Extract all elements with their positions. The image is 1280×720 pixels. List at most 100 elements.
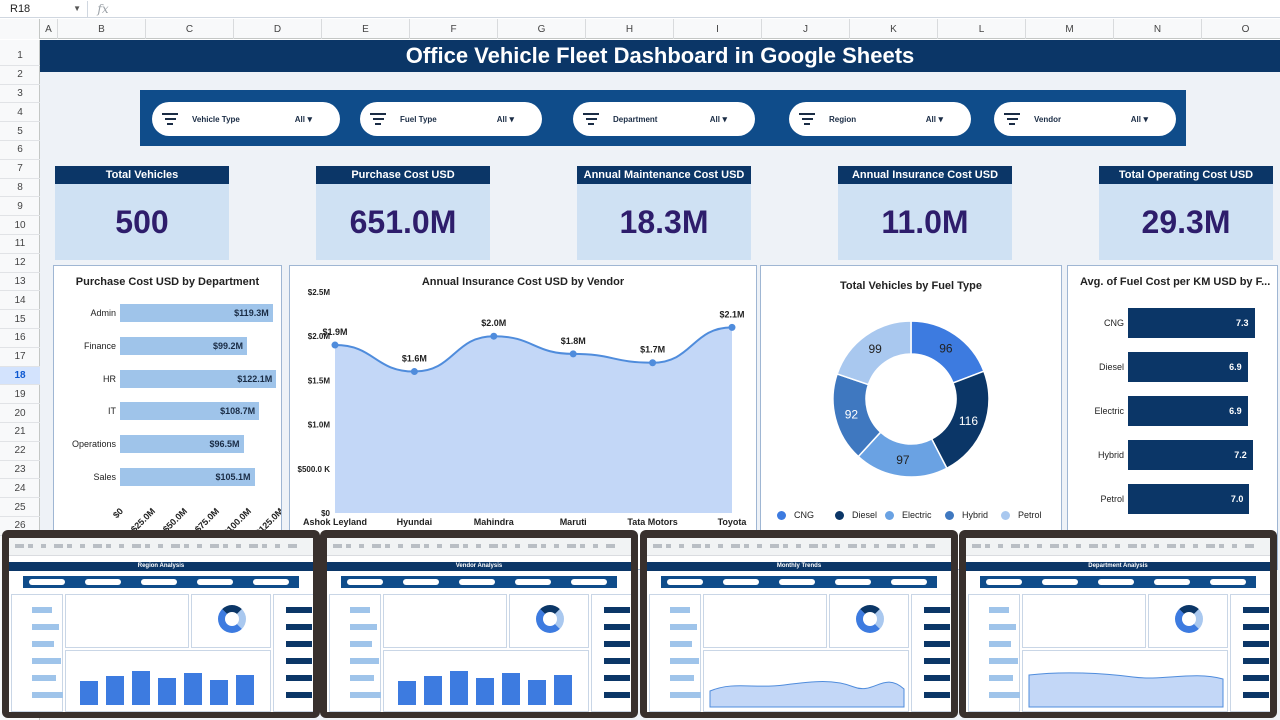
bar-category-label: Diesel	[1098, 362, 1124, 372]
kpi-value: 29.3M	[1141, 203, 1231, 240]
column-header-g[interactable]: G	[498, 19, 586, 39]
filter-value[interactable]: All	[1131, 114, 1148, 125]
thumbnail-screen: Region Analysis	[9, 538, 313, 712]
thumbnail-bar	[32, 675, 56, 681]
thumbnail-panel	[273, 594, 313, 712]
column-header-h[interactable]: H	[586, 19, 674, 39]
row-header-20[interactable]: 20	[0, 404, 40, 423]
thumbnail-bar	[1243, 675, 1269, 681]
bar-fill: $105.1M	[120, 468, 255, 486]
donut-chart-svg: 96 116 97 92 99	[832, 320, 990, 478]
column-header-i[interactable]: I	[674, 19, 762, 39]
row-header-1[interactable]: 1	[0, 47, 40, 66]
row-header-7[interactable]: 7	[0, 160, 40, 179]
bar-fill: $99.2M	[120, 336, 247, 355]
filter-icon	[583, 113, 599, 125]
bar-fill: $108.7M	[120, 402, 260, 421]
column-header-l[interactable]: L	[938, 19, 1026, 39]
thumbnail-bar	[670, 624, 697, 630]
row-header-2[interactable]: 2	[0, 66, 40, 85]
row-header-15[interactable]: 15	[0, 310, 40, 329]
row-header-11[interactable]: 11	[0, 235, 40, 254]
column-header-e[interactable]: E	[322, 19, 410, 39]
thumbnail-panel	[191, 594, 271, 648]
legend-item-petrol: Petrol	[1001, 510, 1042, 520]
legend-swatch	[945, 510, 954, 520]
bar-fill: 6.9	[1128, 396, 1248, 426]
thumbnail-bar	[670, 675, 694, 681]
row-header-17[interactable]: 17	[0, 348, 40, 367]
row-header-14[interactable]: 14	[0, 291, 40, 311]
thumbnail-bar	[350, 641, 372, 647]
filter-value[interactable]: All	[710, 114, 727, 125]
thumbnail-bar	[670, 641, 692, 647]
row-header-19[interactable]: 19	[0, 385, 40, 405]
row-header-12[interactable]: 12	[0, 254, 40, 273]
column-header-m[interactable]: M	[1026, 19, 1114, 39]
row-header-9[interactable]: 9	[0, 197, 40, 217]
column-header-c[interactable]: C	[146, 19, 234, 39]
row-header-25[interactable]: 25	[0, 498, 40, 517]
thumbnail-bar	[32, 624, 59, 630]
name-box[interactable]: R18 ▼	[0, 0, 88, 17]
column-header-o[interactable]: O	[1202, 19, 1280, 39]
thumbnail-department-analysis[interactable]: Department Analysis	[959, 530, 1277, 718]
row-header-16[interactable]: 16	[0, 329, 40, 348]
row-header-3[interactable]: 3	[0, 85, 40, 104]
thumbnail-region-analysis[interactable]: Region Analysis	[2, 530, 320, 718]
thumbnail-bar	[350, 675, 374, 681]
row-header-10[interactable]: 10	[0, 216, 40, 235]
thumbnail-column	[132, 671, 150, 705]
filter-vendor[interactable]: Vendor All	[994, 102, 1176, 136]
chevron-down-icon[interactable]: ▼	[73, 4, 81, 13]
column-header-b[interactable]: B	[58, 19, 146, 39]
bar-it: IT $108.7M	[54, 402, 281, 421]
kpi-label: Annual Maintenance Cost USD	[577, 166, 751, 184]
column-header-f[interactable]: F	[410, 19, 498, 39]
row-header-8[interactable]: 8	[0, 179, 40, 198]
thumbnail-bar	[924, 692, 950, 698]
column-header: ABCDEFGHIJKLMNOP	[0, 19, 1280, 39]
thumbnail-column	[476, 678, 494, 705]
select-all-corner[interactable]	[0, 19, 40, 39]
filter-value[interactable]: All	[926, 114, 943, 125]
column-header-j[interactable]: J	[762, 19, 850, 39]
row-header-5[interactable]: 5	[0, 122, 40, 141]
thumbnail-vendor-analysis[interactable]: Vendor Analysis	[320, 530, 638, 718]
filter-fuel-type[interactable]: Fuel Type All	[360, 102, 542, 136]
formula-input[interactable]	[118, 1, 1280, 17]
thumbnail-area	[709, 681, 905, 708]
column-header-d[interactable]: D	[234, 19, 322, 39]
row-header-21[interactable]: 21	[0, 423, 40, 442]
thumbnail-filter-bar	[23, 576, 299, 588]
thumbnail-monthly-trends[interactable]: Monthly Trends	[640, 530, 958, 718]
bar-data-label: $96.5M	[209, 439, 240, 450]
column-header-a[interactable]: A	[40, 19, 58, 39]
filter-value[interactable]: All	[497, 114, 514, 125]
filter-value[interactable]: All	[295, 114, 312, 125]
function-icon: fx	[97, 1, 109, 16]
legend-swatch	[777, 510, 786, 520]
column-header-n[interactable]: N	[1114, 19, 1202, 39]
bar-category-label: HR	[103, 373, 116, 384]
filter-vehicle-type[interactable]: Vehicle Type All	[152, 102, 340, 136]
kpi-value: 18.3M	[619, 203, 709, 240]
row-header-23[interactable]: 23	[0, 461, 40, 480]
row-header-22[interactable]: 22	[0, 442, 40, 461]
thumbnail-bar	[32, 607, 52, 613]
column-header-k[interactable]: K	[850, 19, 938, 39]
row-header-24[interactable]: 24	[0, 479, 40, 499]
row-header-6[interactable]: 6	[0, 141, 40, 160]
thumbnail-bar	[989, 607, 1009, 613]
row-header-4[interactable]: 4	[0, 103, 40, 123]
y-tick-label: $2.5M	[308, 288, 331, 297]
filter-region[interactable]: Region All	[789, 102, 971, 136]
thumbnail-bar	[286, 692, 312, 698]
row-header-13[interactable]: 13	[0, 273, 40, 292]
x-tick-label: $0	[110, 506, 126, 521]
filter-department[interactable]: Department All	[573, 102, 755, 136]
row-header-18[interactable]: 18	[0, 366, 40, 386]
thumbnail-panel	[703, 594, 827, 648]
filter-label: Fuel Type	[400, 114, 437, 124]
thumbnail-panel	[1230, 594, 1270, 712]
